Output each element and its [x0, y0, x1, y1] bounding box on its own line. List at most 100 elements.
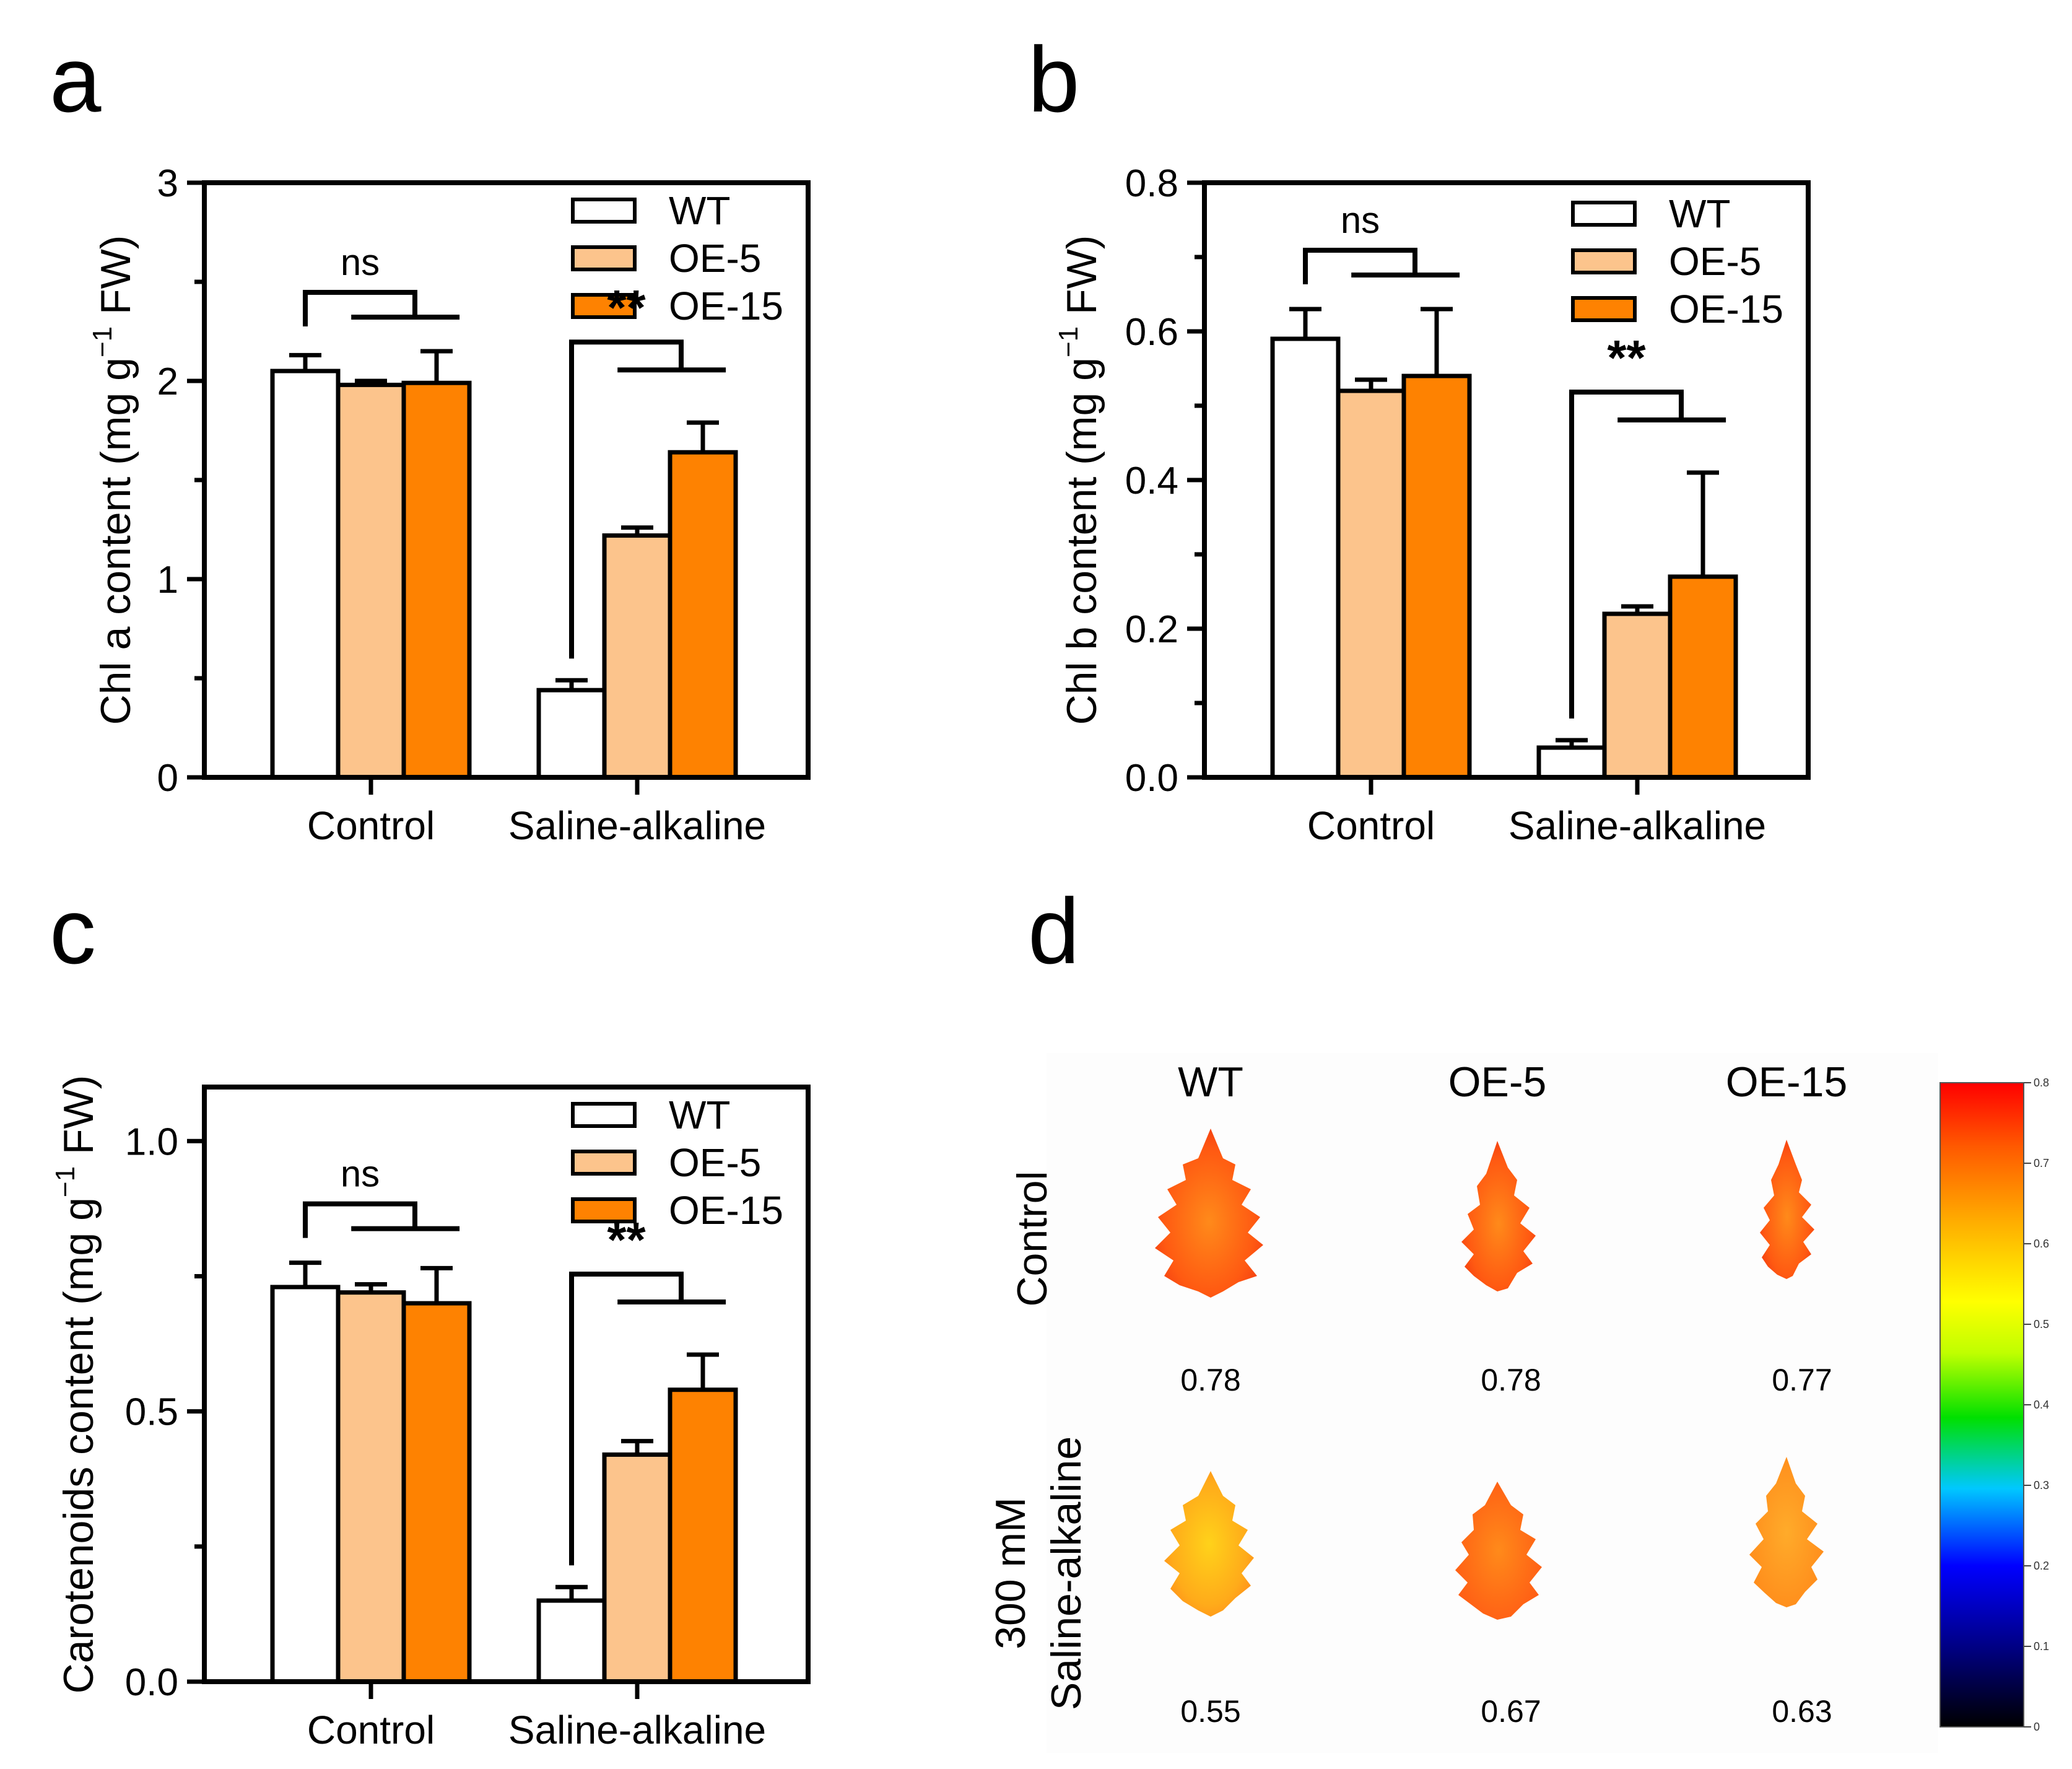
- error-bar-oe5-0: [355, 1282, 387, 1293]
- value-oe15-control: 0.77: [1772, 1363, 1832, 1397]
- bar-wt-1: [1536, 745, 1607, 780]
- plot-frame: [202, 1085, 811, 1684]
- row-label-control: Control: [1009, 1171, 1056, 1306]
- error-bar-wt-1: [555, 1584, 588, 1601]
- leaf-oe15-control: [1760, 1140, 1814, 1279]
- column-label-oe5: OE-5: [1448, 1059, 1547, 1106]
- error-bar-wt-0: [1289, 307, 1321, 339]
- legend-label-oe15: OE-15: [669, 1188, 783, 1233]
- bar-oe5-0: [336, 1290, 406, 1684]
- bar-wt-0: [270, 1285, 341, 1684]
- error-bar-oe15-1: [1687, 470, 1719, 577]
- legend-label-wt: WT: [669, 188, 731, 233]
- y-tick-label: 0.2: [1125, 608, 1178, 651]
- significance-label-1: **: [1607, 330, 1646, 385]
- value-oe5-control: 0.78: [1481, 1363, 1541, 1397]
- error-bar-oe5-1: [1621, 604, 1653, 614]
- bar-oe5-1: [602, 533, 673, 780]
- bar-oe5-1: [1602, 611, 1673, 780]
- bar-oe15-1: [668, 1387, 738, 1684]
- error-bar-oe5-1: [621, 525, 653, 536]
- error-bar-oe5-1: [621, 1439, 653, 1455]
- row-label-salt-line2: Saline-alkaline: [1043, 1436, 1090, 1710]
- significance-bracket-1: [569, 339, 726, 659]
- significance-bracket-0: [1303, 248, 1460, 284]
- legend-label-oe5: OE-5: [669, 1140, 761, 1185]
- legend-swatch-oe15: [1571, 296, 1637, 322]
- x-category-label: Control: [1307, 803, 1435, 848]
- significance-label-0: ns: [1341, 199, 1380, 241]
- legend-swatch-oe15: [571, 293, 637, 319]
- y-axis-label: Chl a content (mg g−1 FW): [87, 235, 139, 725]
- legend-swatch-oe5: [571, 245, 637, 271]
- y-tick-label: 0.8: [1125, 162, 1178, 205]
- y-tick-label: 0.4: [1125, 460, 1178, 502]
- y-tick-label: 0.0: [125, 1661, 178, 1704]
- bar-oe5-0: [336, 382, 406, 780]
- significance-label-1: **: [607, 1212, 646, 1267]
- chart-c-carotenoids: 0.0 0.5 1.0 Control Saline-alkaline Carotenoi…: [50, 1075, 811, 1752]
- significance-label-0: ns: [341, 1153, 380, 1195]
- legend-label-oe5: OE-5: [669, 236, 761, 281]
- legend-swatch-wt: [571, 198, 637, 224]
- y-tick-label: 0.5: [125, 1391, 178, 1434]
- colorbar-tick-label: 0.4: [2034, 1399, 2049, 1411]
- bar-wt-0: [1270, 336, 1341, 780]
- value-wt-salt: 0.55: [1180, 1694, 1240, 1729]
- leaf-oe5-control: [1461, 1141, 1536, 1291]
- colorbar-tick-label: 0.6: [2034, 1238, 2049, 1250]
- colorbar: [1939, 1082, 2024, 1728]
- x-category-label: Saline-alkaline: [508, 1708, 766, 1752]
- bar-wt-0: [270, 369, 341, 780]
- error-bar-oe15-0: [420, 1265, 453, 1304]
- significance-label-1: **: [607, 280, 646, 335]
- legend-label-oe5: OE-5: [1669, 239, 1761, 284]
- y-tick-label: 1.0: [125, 1120, 178, 1163]
- legend-swatch-oe15: [571, 1197, 637, 1223]
- legend-swatch-oe5: [1571, 248, 1637, 274]
- error-bar-wt-1: [1556, 738, 1588, 748]
- bar-oe5-0: [1336, 388, 1406, 780]
- panel-d-fluorescence: WT OE-5 OE-15 Control 300 mM Saline-alka…: [987, 1053, 2049, 1753]
- legend-swatch-oe5: [571, 1150, 637, 1176]
- colorbar-ticks: 0.8 0.7 0.6 0.5 0.4 0.3 0.2 0.1 0: [2024, 1077, 2049, 1733]
- y-tick-label: 3: [157, 162, 178, 205]
- y-tick-label: 0: [157, 757, 178, 800]
- panel-letter-c: c: [50, 879, 96, 983]
- error-bar-wt-1: [555, 678, 588, 691]
- x-category-label: Control: [307, 1708, 435, 1752]
- value-oe15-salt: 0.63: [1772, 1694, 1832, 1729]
- x-category-label: Control: [307, 803, 435, 848]
- chart-a-chl-a: 0 1 2 3 Control Saline-alkaline Chl a content …: [87, 162, 811, 848]
- x-category-label: Saline-alkaline: [1508, 803, 1766, 848]
- chart-b-chl-b: 0.0 0.2 0.4 0.6 0.8 Control Saline-alkaline Chl…: [1053, 162, 1811, 848]
- legend-label-oe15: OE-15: [1669, 287, 1783, 331]
- colorbar-tick-label: 0.8: [2034, 1077, 2049, 1089]
- significance-bracket-1: [1569, 390, 1726, 719]
- colorbar-tick-label: 0.1: [2034, 1640, 2049, 1653]
- y-tick-label: 0.6: [1125, 311, 1178, 354]
- colorbar-tick-label: 0.5: [2034, 1318, 2049, 1330]
- error-bar-oe5-0: [1355, 377, 1387, 391]
- bar-oe15-1: [1668, 574, 1738, 780]
- leaf-wt-control: [1155, 1129, 1263, 1298]
- bar-oe5-1: [602, 1452, 673, 1684]
- colorbar-tick-label: 0: [2034, 1721, 2040, 1733]
- legend-swatch-wt: [1571, 201, 1637, 227]
- colorbar-tick-label: 0.3: [2034, 1479, 2049, 1492]
- leaf-oe15-salt: [1749, 1457, 1824, 1607]
- y-tick-label: 1: [157, 559, 178, 601]
- y-axis-label: Chl b content (mg g−1 FW): [1053, 235, 1105, 725]
- x-category-label: Saline-alkaline: [508, 803, 766, 848]
- legend-label-oe15: OE-15: [669, 284, 783, 328]
- colorbar-tick-label: 0.7: [2034, 1157, 2049, 1169]
- error-bar-wt-0: [289, 352, 321, 371]
- y-axis-label: Carotenoids content (mg g−1 FW): [50, 1075, 102, 1694]
- significance-label-0: ns: [341, 242, 380, 283]
- colorbar-tick-label: 0.2: [2034, 1560, 2049, 1572]
- legend-label-wt: WT: [669, 1093, 731, 1137]
- panel-letter-a: a: [50, 27, 102, 131]
- row-label-salt-line1: 300 mM: [987, 1497, 1034, 1649]
- bar-wt-1: [536, 688, 607, 780]
